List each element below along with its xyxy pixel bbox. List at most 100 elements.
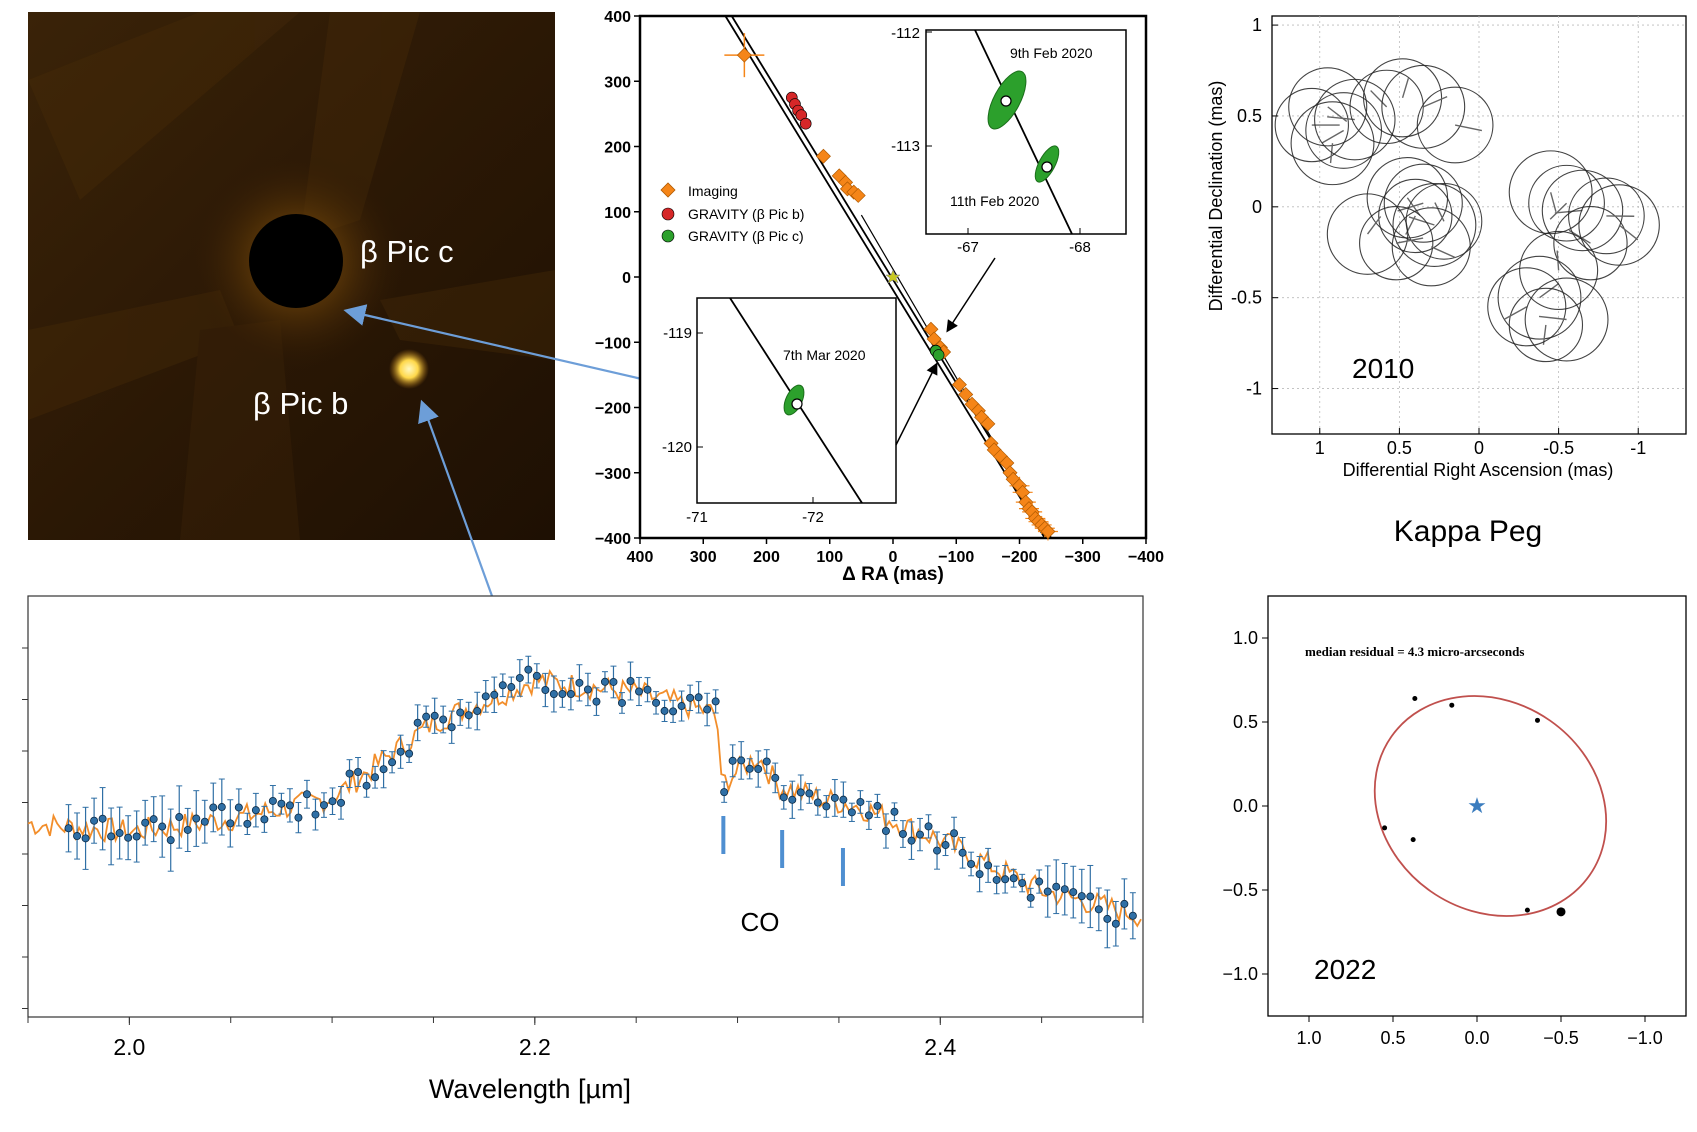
kp2010-xtick-label: 1 (1315, 438, 1325, 458)
kp2010-ytick-label: 1 (1252, 15, 1262, 35)
spectrum-point (559, 690, 566, 697)
kp2022-xtick-label: 1.0 (1296, 1028, 1321, 1048)
spectrum-point (320, 801, 327, 808)
spectrum-xtick-label: 2.2 (519, 1034, 551, 1060)
spectrum-point (150, 816, 157, 823)
spectrum-point (125, 834, 132, 841)
spectrum-point (891, 808, 898, 815)
spectrum-point (627, 677, 634, 684)
spectrum-point (312, 811, 319, 818)
spectrum-point (65, 825, 72, 832)
kp2010-xlabel: Differential Right Ascension (mas) (1343, 460, 1614, 480)
spectrum-point (525, 666, 532, 673)
spectrum-point (482, 693, 489, 700)
spectrum-point (576, 679, 583, 686)
point-mar7 (792, 399, 802, 409)
kp2022-orbit-point (1411, 837, 1416, 842)
spectrum-point (337, 799, 344, 806)
spectrum-point (133, 833, 140, 840)
spectrum-point (721, 789, 728, 796)
astro-ytick-label: −400 (595, 531, 631, 548)
kp2022-orbit-point (1557, 907, 1566, 916)
spectrum-point (1078, 893, 1085, 900)
spectrum-point (584, 686, 591, 693)
spectrum-point (1112, 920, 1119, 927)
spectrum-point (1104, 915, 1111, 922)
spectrum-point (729, 757, 736, 764)
spectrum-point (618, 699, 625, 706)
kp2022-year: 2022 (1314, 954, 1376, 985)
spectrum-point (1019, 879, 1026, 886)
spectrum-point (610, 678, 617, 685)
spectrum-point (823, 803, 830, 810)
spectrum-point (354, 768, 361, 775)
spectrum-point (1070, 889, 1077, 896)
spectrum-point (431, 712, 438, 719)
spectrum-point (388, 759, 395, 766)
spectrum-point (806, 790, 813, 797)
spectrum-point (1044, 888, 1051, 895)
inset-bottom-ytick-0: -119 (663, 325, 692, 342)
spectrum-point (1010, 875, 1017, 882)
spectrum-point (1002, 876, 1009, 883)
spectrum-point (508, 683, 515, 690)
spectrum-point (644, 686, 651, 693)
spectrum-point (704, 706, 711, 713)
kp2010-ytick-label: 0 (1252, 197, 1262, 217)
spectrum-point (474, 707, 481, 714)
label-beta-pic-c: β Pic c (360, 234, 454, 269)
spectrum-point (687, 694, 694, 701)
spectrum-point (840, 796, 847, 803)
spectrum-point (763, 758, 770, 765)
spectrum-point (448, 724, 455, 731)
spectrum-point (814, 799, 821, 806)
kp2022-ytick-label: −1.0 (1222, 964, 1258, 984)
astro-ytick-label: 300 (604, 74, 631, 91)
inset-top-xtick-1: -68 (1069, 239, 1091, 256)
spectrum-point (780, 794, 787, 801)
kp2022-orbit-point (1449, 703, 1454, 708)
spectrum-point (218, 803, 225, 810)
kp2022-orbit-point (1535, 718, 1540, 723)
spectrum-point (967, 860, 974, 867)
astro-ytick-label: 200 (604, 140, 631, 157)
spectrum-point (261, 816, 268, 823)
spectrum-point (772, 774, 779, 781)
inset-top-date1: 9th Feb 2020 (1010, 45, 1093, 61)
spectrum-point (303, 791, 310, 798)
spectrum-point (993, 876, 1000, 883)
spectrum-point (857, 798, 864, 805)
spectrum-point (593, 698, 600, 705)
kp2022-orbit-point (1412, 696, 1417, 701)
inset-bottom-date: 7th Mar 2020 (783, 347, 866, 363)
spectrum-point (499, 682, 506, 689)
spectrum-point (652, 699, 659, 706)
astro-xtick-label: 400 (627, 549, 654, 566)
spectrum-point (933, 847, 940, 854)
kp2022-ytick-label: 0.0 (1233, 796, 1258, 816)
spectrum-point (976, 871, 983, 878)
gravity-c-point (933, 350, 944, 361)
inset-top-xtick-0: -67 (957, 239, 979, 256)
spectrum-point (82, 835, 89, 842)
kp2010-xtick-label: -0.5 (1543, 438, 1574, 458)
spectrum-point (108, 833, 115, 840)
astro-ytick-label: 0 (622, 270, 631, 287)
spectrum-point (1121, 900, 1128, 907)
astro-ytick-label: −200 (595, 401, 631, 418)
spectrum-point (942, 841, 949, 848)
spectrum-point (661, 707, 668, 714)
spectrum-point (252, 807, 259, 814)
kp2010-xtick-label: 0.5 (1387, 438, 1412, 458)
spectrum-point (90, 817, 97, 824)
spectrum-point (797, 789, 804, 796)
kp2022-ytick-label: −0.5 (1222, 880, 1258, 900)
spectrum-point (491, 691, 498, 698)
point-feb9 (1001, 96, 1011, 106)
legend-gravity-c: GRAVITY (β Pic c) (688, 228, 804, 244)
spectrum-point (184, 826, 191, 833)
